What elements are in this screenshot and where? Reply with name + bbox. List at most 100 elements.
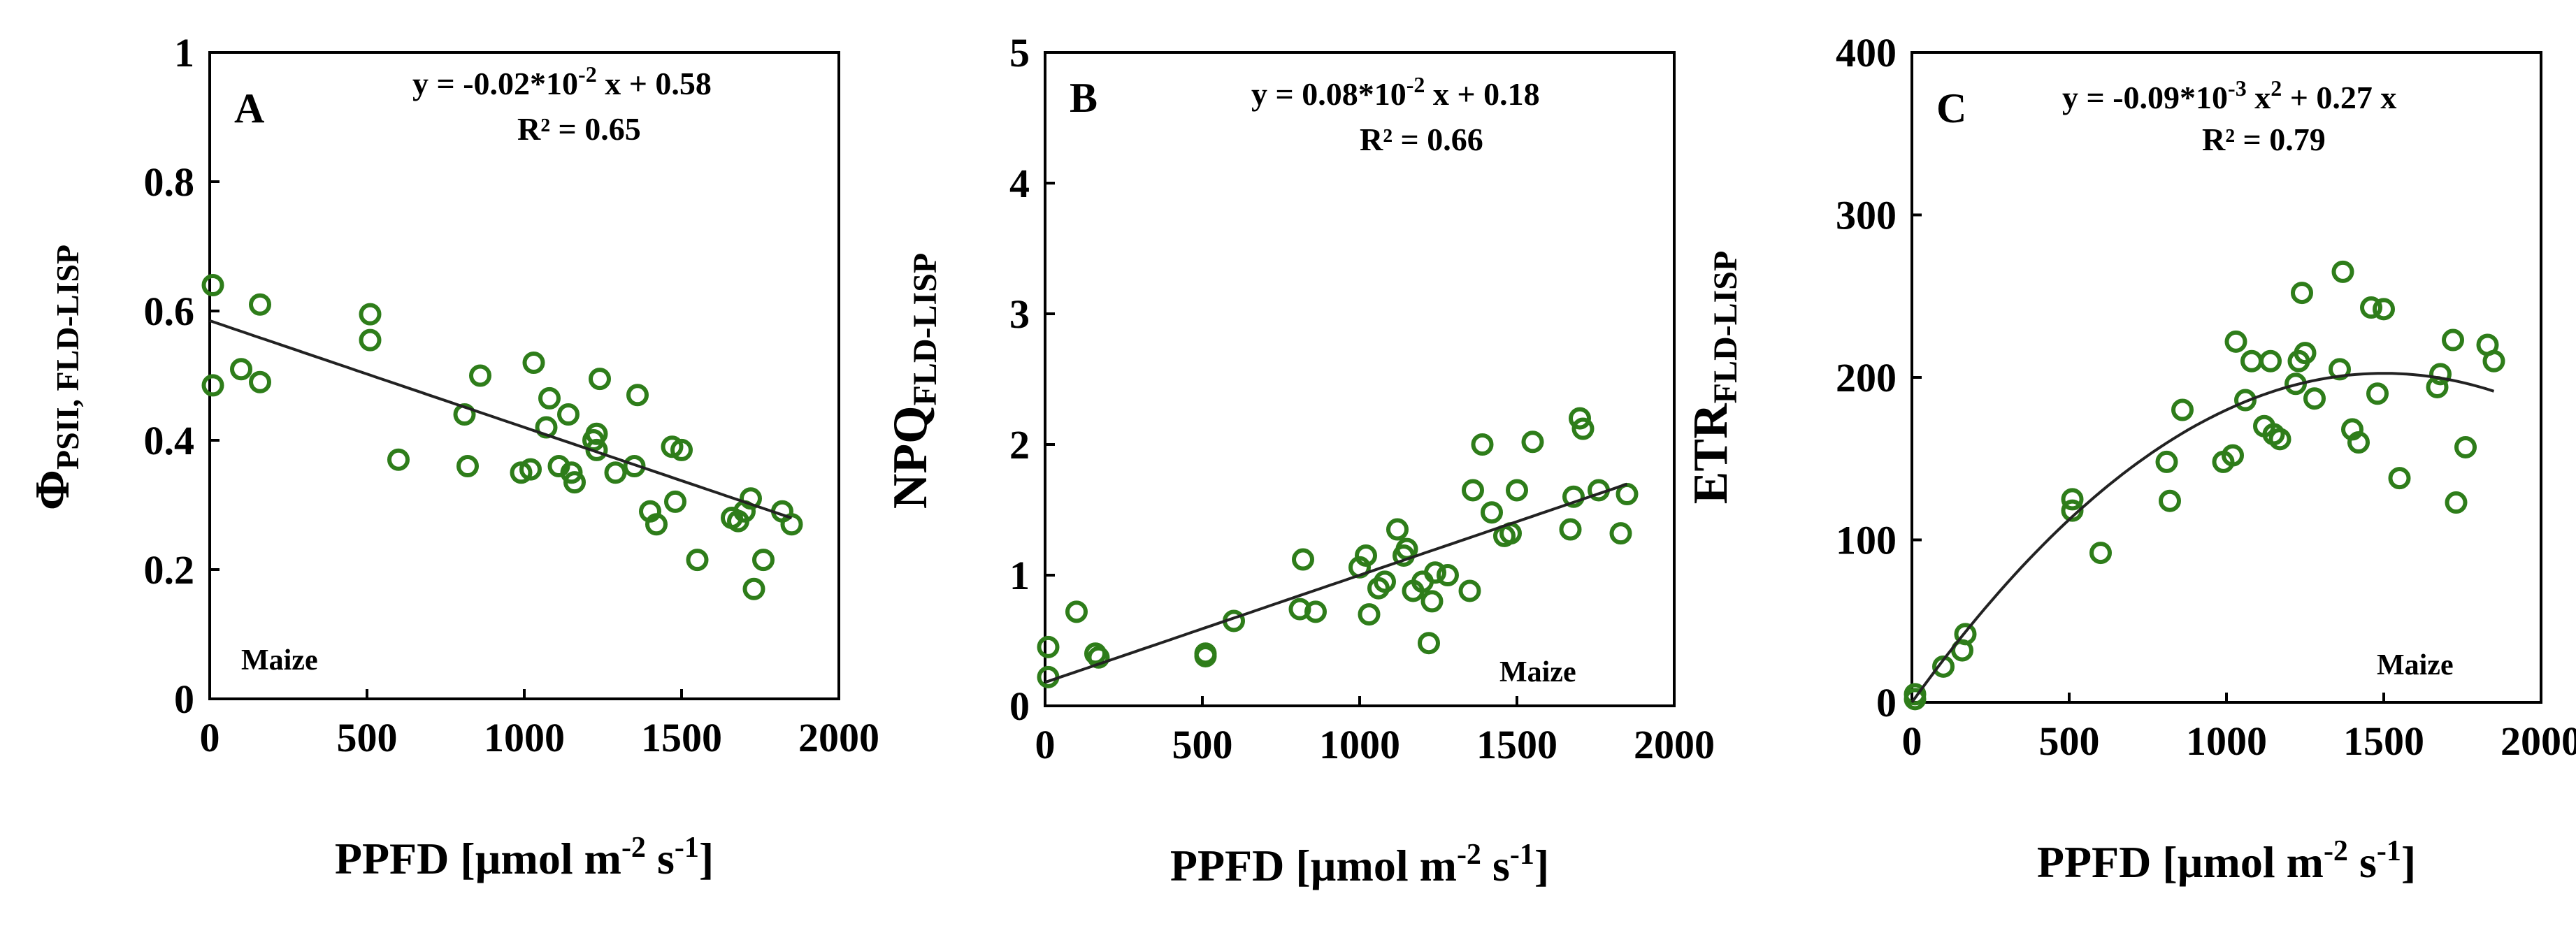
panel-c-data-point — [2294, 342, 2317, 365]
panel-a-y-tick-label: 0.4 — [144, 418, 195, 463]
panel-b-data-point — [1569, 407, 1591, 430]
panel-c-y-tick-label: 100 — [1836, 518, 1897, 563]
panel-a-x-tick-label: 1000 — [484, 715, 565, 760]
panel-a-data-point — [249, 370, 271, 393]
panel-a-data-point — [522, 352, 545, 374]
panel-a-x-tick-label: 2000 — [798, 715, 879, 760]
panel-b-data-point — [1374, 570, 1396, 593]
panel-c-x-tick-label: 2000 — [2501, 718, 2576, 764]
panel-b-data-point — [1481, 501, 1503, 524]
panel-b-data-point — [1616, 483, 1639, 506]
panel-a-data-point — [560, 461, 583, 484]
panel-a-data-point — [557, 403, 580, 426]
panel-b-x-tick-label: 2000 — [1634, 722, 1715, 767]
panel-c-x-tick-label: 1500 — [2343, 718, 2424, 764]
panel-c-r-squared: R² = 0.79 — [2202, 122, 2326, 157]
panel-a-data-point — [519, 458, 542, 481]
panel-a-y-axis-label: ΦPSII, FLD-LISP — [26, 245, 85, 510]
panel-a-data-point — [359, 303, 382, 326]
panel-c-data-point — [2373, 298, 2395, 321]
panel-a-equation: y = -0.02*10-2 x + 0.58 — [412, 62, 712, 101]
panel-c-data-point — [2061, 488, 2084, 511]
panel-c-data-point — [2366, 382, 2389, 405]
panel-b-equation: y = 0.08*10-2 x + 0.18 — [1251, 72, 1540, 112]
panel-c-data-point — [2224, 330, 2247, 353]
panel-b-data-point — [1471, 433, 1494, 456]
panel-b-y-ticks: 0 1 2 3 4 5 — [1009, 30, 1055, 729]
panel-c-x-tick-label: 500 — [2039, 718, 2100, 764]
panel-b-x-tick-label: 1000 — [1319, 722, 1400, 767]
panel-a-fit-line — [209, 319, 793, 520]
panel-c-data-point — [2234, 389, 2257, 412]
panel-b-y-tick-label: 3 — [1009, 291, 1030, 337]
panel-c-data-point — [2159, 489, 2181, 512]
panel-a-data-point — [740, 487, 762, 510]
panel-c-data-point — [2171, 398, 2194, 421]
panel-c-data-point — [2429, 363, 2452, 386]
panel-c-data-point — [2454, 435, 2477, 458]
panel-a-crop-label: Maize — [241, 644, 318, 677]
panel-b-x-axis-label: PPFD [µmol m-2 s-1] — [1170, 839, 1549, 890]
panel-c-data-point — [2089, 542, 2112, 565]
panel-b-data-point — [1037, 665, 1060, 688]
panel-a-y-tick-label: 1 — [174, 30, 194, 75]
panel-b-data-point — [1458, 579, 1481, 602]
panel-c-crop-label: Maize — [2377, 649, 2454, 681]
panel-c-y-axis-label: ETRFLD-LISP — [1684, 251, 1744, 505]
panel-b-y-tick-label: 2 — [1009, 422, 1030, 468]
panel-c-equation: y = -0.09*10-3 x2 + 0.27 x — [2062, 75, 2396, 115]
panel-b-data-point — [1506, 479, 1528, 502]
panel-a-data-point — [563, 471, 586, 494]
panel-b-data-point — [1087, 646, 1110, 669]
panel-c-data-point — [2347, 431, 2370, 454]
panel-a-data-point — [535, 416, 558, 439]
panel-a-data-point — [387, 448, 410, 471]
panel-a-data-point — [626, 384, 649, 407]
panel-a-x-axis-label: PPFD [µmol m-2 s-1] — [335, 832, 714, 883]
panel-c-data-point — [2222, 444, 2244, 467]
panel-a-data-point — [456, 455, 479, 477]
panel-a-data-point — [664, 490, 686, 513]
panel-c-x-tick-label: 1000 — [2186, 718, 2267, 764]
panel-b-data-point — [1355, 544, 1377, 567]
panel-c-data-point — [2329, 358, 2351, 381]
panel-a-data-point — [453, 403, 476, 426]
panel-b-data-point — [1386, 518, 1409, 541]
panel-c-data-point — [1954, 623, 1977, 646]
panel-b-data-point — [1358, 603, 1381, 626]
panel-a-data-point — [589, 368, 611, 391]
panel-c-x-axis-label: PPFD [µmol m-2 s-1] — [2037, 835, 2416, 887]
panel-b-letter: B — [1070, 75, 1098, 121]
panel-a-data-point — [645, 513, 668, 536]
panel-a-x-tick-label: 1500 — [641, 715, 722, 760]
panel-a-data-point — [780, 513, 803, 536]
panel-a-data-point — [686, 549, 709, 572]
panel-b-y-tick-label: 1 — [1009, 553, 1030, 598]
panel-b-y-tick-label: 0 — [1009, 683, 1030, 729]
panel-c-data-point — [1904, 688, 1927, 711]
panel-a-y-tick-label: 0.8 — [144, 159, 195, 205]
panel-c-data-point — [2259, 349, 2282, 372]
panel-b-data-point — [1037, 635, 1060, 658]
panel-b-data-point — [1194, 644, 1217, 667]
panel-b-data-point — [1418, 632, 1440, 655]
panel-b-data-point — [1609, 522, 1632, 545]
panel-b-data-point — [1304, 600, 1327, 623]
panel-c-y-tick-label: 400 — [1836, 30, 1897, 75]
panel-c-y-tick-label: 200 — [1836, 355, 1897, 400]
panel-a: 0 0.2 0.4 0.6 0.8 1 0 500 1000 1500 2000 A y = -0… — [26, 30, 879, 883]
panel-a-y-tick-label: 0.2 — [144, 547, 195, 593]
panel-a-data-point — [201, 274, 224, 296]
panel-c-fit-line — [1911, 372, 2495, 704]
panel-a-data-point — [201, 374, 224, 397]
panel-a-data-point — [604, 461, 627, 484]
panel-a-data-point — [742, 577, 765, 600]
panel-b-x-ticks: 0 500 1000 1500 2000 — [1035, 696, 1715, 767]
panel-a-data-point — [752, 549, 775, 572]
panel-c-data-point — [2240, 349, 2263, 372]
panel-b: 0 1 2 3 4 5 0 500 1000 1500 2000 B y = 0.08*10-2 … — [884, 30, 1715, 890]
panel-c-data-point — [2331, 260, 2354, 283]
panel-b-data-point — [1437, 564, 1459, 586]
panel-b-x-tick-label: 500 — [1172, 722, 1233, 767]
